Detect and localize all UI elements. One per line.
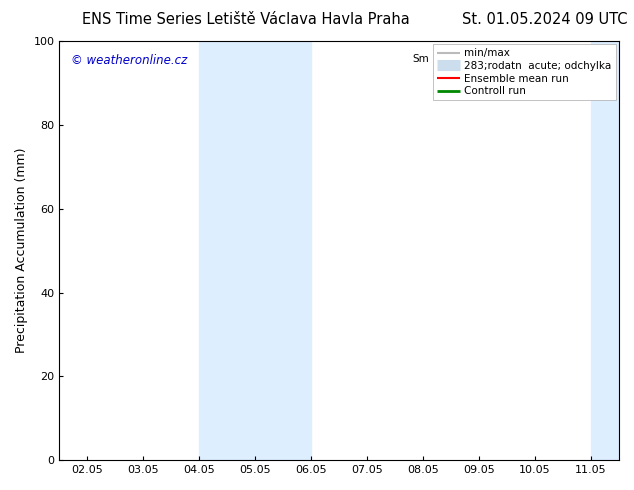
Y-axis label: Precipitation Accumulation (mm): Precipitation Accumulation (mm) <box>15 148 28 353</box>
Text: ENS Time Series Letiště Václava Havla Praha: ENS Time Series Letiště Václava Havla Pr… <box>82 12 410 27</box>
Bar <box>591 41 634 460</box>
Bar <box>199 41 311 460</box>
Text: Sm: Sm <box>412 53 429 64</box>
Legend: min/max, 283;rodatn  acute; odchylka, Ensemble mean run, Controll run: min/max, 283;rodatn acute; odchylka, Ens… <box>433 44 616 100</box>
Text: St. 01.05.2024 09 UTC: St. 01.05.2024 09 UTC <box>462 12 628 27</box>
Text: © weatheronline.cz: © weatheronline.cz <box>70 53 187 67</box>
